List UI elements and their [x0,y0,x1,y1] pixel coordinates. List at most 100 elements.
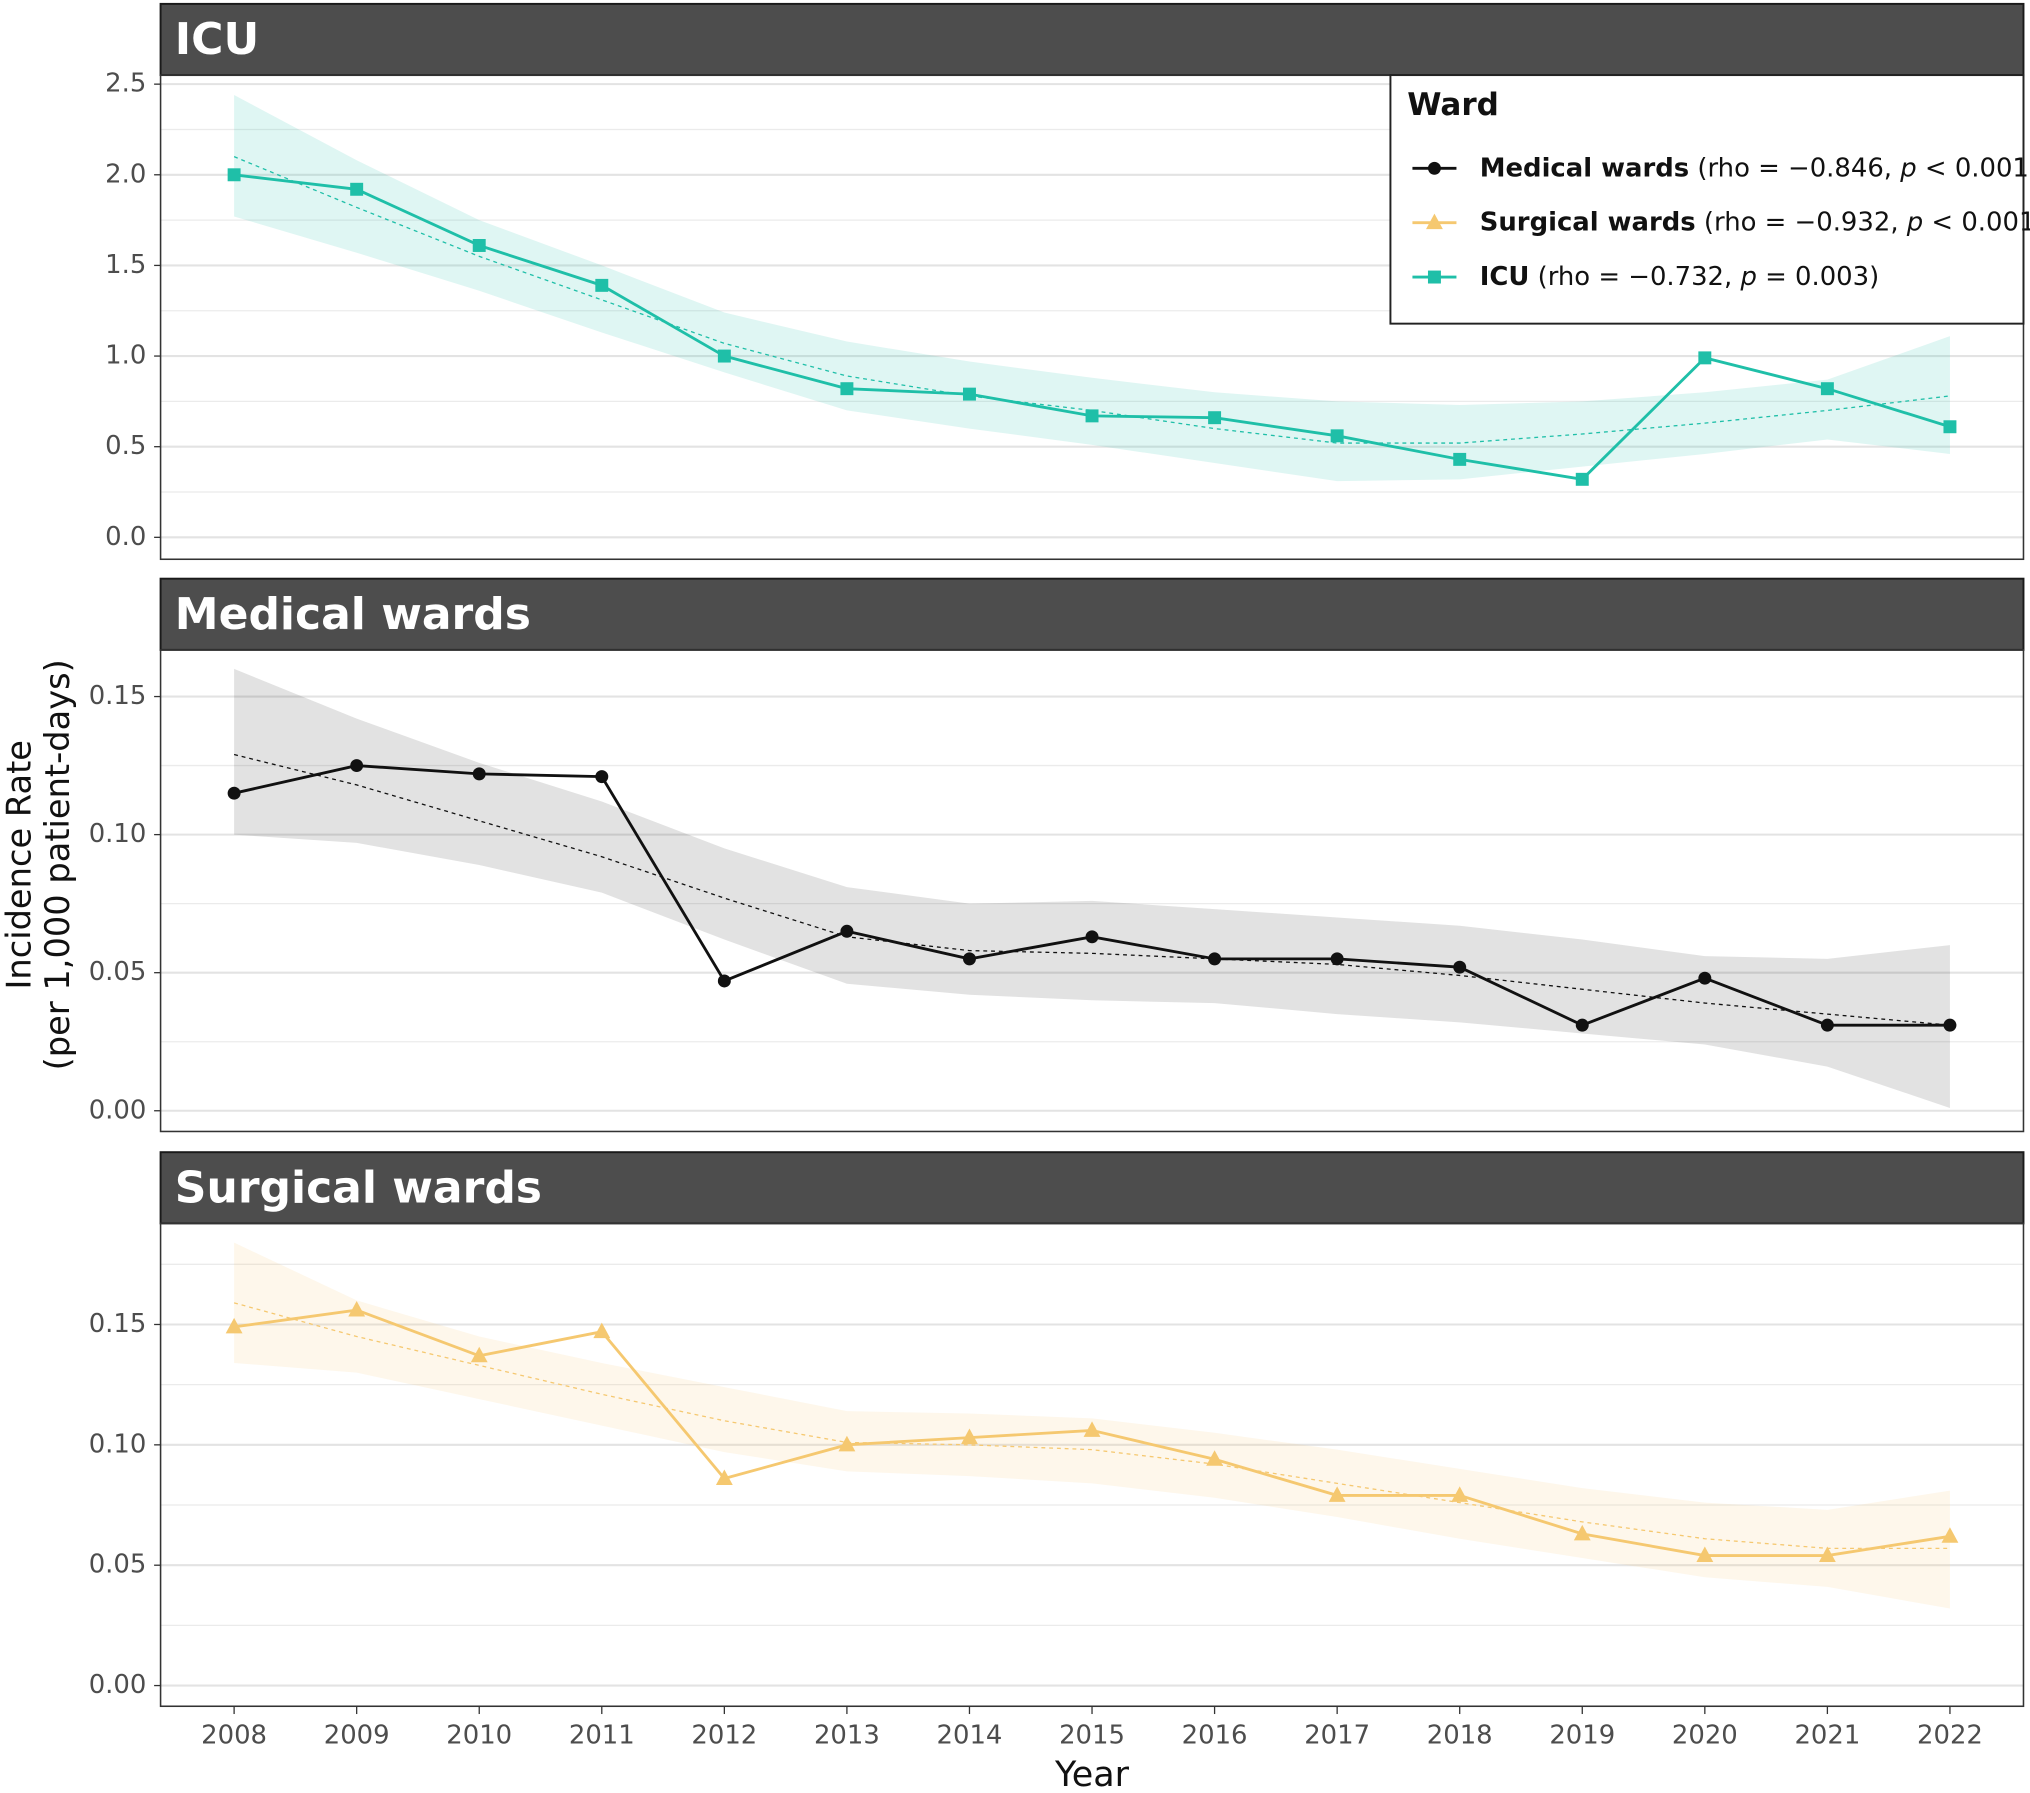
legend-marker [1427,161,1441,175]
legend-series-name: Surgical wards [1480,207,1696,237]
x-axis-title: Year [1054,1755,1130,1793]
strip-background [159,1151,2025,1225]
data-point [595,770,609,784]
data-point [470,1346,488,1363]
data-point [348,1300,366,1317]
data-point [962,387,976,401]
data-point [717,974,731,988]
confidence-band [234,668,1950,1108]
y-tick-label: 0.5 [105,431,146,461]
legend-title: Ward [1407,87,1499,123]
data-point [1328,1486,1346,1502]
legend-stat: < 0.001) [1923,207,2030,237]
x-tick-label: 2009 [324,1721,390,1751]
y-tick-label: 1.5 [105,250,146,280]
panel-title: Medical wards [175,589,531,640]
legend-label: ICU (rho = −0.732, p = 0.003) [1480,262,1879,292]
data-point [1698,971,1712,985]
data-point [1818,1546,1836,1563]
x-tick-label: 2016 [1182,1721,1248,1751]
data-point [1208,952,1222,966]
y-tick-label: 0.05 [89,1550,147,1580]
legend-marker [1427,270,1441,284]
legend-label: Surgical wards (rho = −0.932, p < 0.001) [1480,207,2030,237]
data-point [1453,960,1467,974]
data-point [1453,452,1467,466]
data-point [1575,1018,1589,1032]
data-point [1330,429,1344,443]
data-point [1085,409,1099,423]
y-tick-label: 0.05 [89,957,147,987]
data-point [1573,1524,1591,1541]
x-tick-label: 2014 [937,1721,1003,1751]
legend-marker [1426,213,1443,230]
data-point [1820,1018,1834,1032]
data-point [1943,420,1957,434]
legend-series-name: ICU [1480,262,1530,292]
data-point [717,349,731,363]
legend-stat: p [1906,207,1923,237]
legend-stat: = 0.003) [1757,262,1879,292]
data-point [1943,1018,1957,1032]
data-point [1206,1450,1224,1466]
legend-stat: (rho = −0.732, [1538,262,1741,292]
y-tick-label: 1.0 [105,341,146,371]
data-point [595,278,609,292]
trend-line [233,753,1951,1026]
x-tick-label: 2019 [1549,1721,1615,1751]
legend-series-name: Medical wards [1480,153,1689,183]
legend-stat: (rho = −0.846, [1697,153,1900,183]
y-tick-label: 0.15 [89,681,147,711]
x-tick-label: 2013 [814,1721,880,1751]
data-point [840,924,854,938]
data-point [961,1428,978,1445]
data-point [1085,930,1099,944]
data-point [1330,952,1344,966]
data-point [1696,1546,1714,1563]
y-tick-label: 0.10 [89,1429,147,1459]
legend-stat: (rho = −0.932, [1704,207,1907,237]
data-point [227,168,241,182]
y-tick-label: 0.0 [105,522,146,552]
y-tick-label: 0.10 [89,819,147,849]
data-point [1451,1486,1469,1502]
x-tick-label: 2020 [1672,1721,1738,1751]
confidence-band [234,95,1950,482]
x-tick-label: 2010 [446,1721,512,1751]
panel-border [159,649,2025,1133]
data-point [1941,1527,1959,1543]
x-tick-label: 2011 [569,1721,635,1751]
x-tick-label: 2015 [1059,1721,1125,1751]
y-tick-label: 0.00 [89,1670,147,1700]
strip-background [159,2,2025,77]
x-tick-label: 2018 [1427,1721,1493,1751]
legend-stat: p [1739,262,1756,292]
y-tick-label: 0.00 [89,1095,147,1125]
legend-stat: p [1899,153,1916,183]
y-tick-label: 0.15 [89,1309,147,1339]
legend-label: Medical wards (rho = −0.846, p < 0.001) [1480,153,2030,183]
data-point [472,239,486,252]
data-point [838,1435,856,1452]
data-point [962,952,976,966]
panel-title: Surgical wards [175,1162,542,1213]
data-point [1820,382,1834,396]
data-point [1208,411,1222,425]
data-point [225,1317,243,1334]
y-tick-label: 2.5 [105,69,146,99]
data-point [593,1322,611,1339]
y-tick-label: 2.0 [105,159,146,189]
x-tick-label: 2022 [1917,1721,1983,1751]
data-point [1083,1421,1101,1437]
legend-box [1389,74,2025,325]
x-tick-label: 2021 [1794,1721,1860,1751]
legend-stat: < 0.001) [1917,153,2030,183]
data-point [840,382,854,396]
data-point [715,1469,733,1486]
panel-title: ICU [175,14,259,65]
x-tick-label: 2012 [691,1721,757,1751]
data-point [350,182,364,196]
data-point [472,767,486,781]
